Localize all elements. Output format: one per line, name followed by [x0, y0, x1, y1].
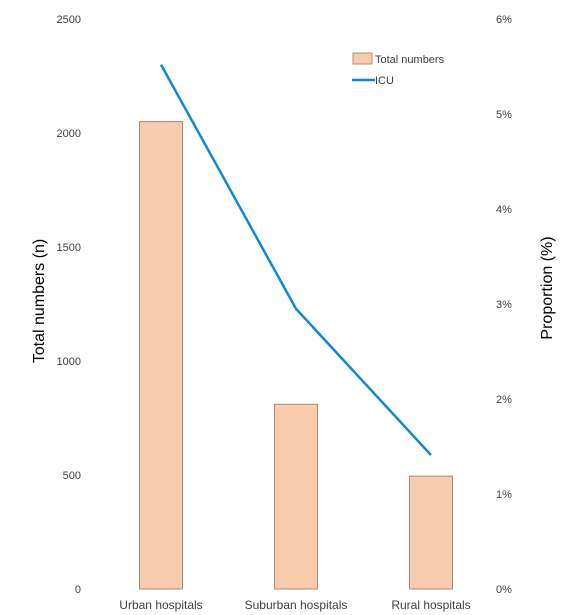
bar: [274, 403, 318, 590]
y2-tick-label: 3%: [496, 299, 512, 311]
right-axis-ticks: 0% 1% 2% 3% 4% 5% 6%: [496, 14, 512, 596]
icu-line: [159, 63, 432, 456]
y-axis-title: Total numbers (n): [31, 239, 48, 364]
legend-label-icu: ICU: [375, 75, 394, 87]
y-tick-label: 2000: [57, 128, 81, 140]
y-tick-label: 500: [63, 470, 81, 482]
category-label: Suburban hospitals: [245, 598, 348, 612]
bar: [139, 121, 183, 590]
category-label: Rural hospitals: [391, 598, 470, 612]
legend-swatch-total-numbers: [352, 52, 373, 65]
y-tick-label: 1000: [57, 356, 81, 368]
y-tick-label: 1500: [57, 242, 81, 254]
legend-label-total-numbers: Total numbers: [375, 54, 445, 66]
y2-tick-label: 4%: [496, 204, 512, 216]
category-label: Urban hospitals: [119, 598, 202, 612]
y2-tick-label: 1%: [496, 489, 512, 501]
y2-tick-label: 6%: [496, 14, 512, 26]
y2-axis-title: Proportion (%): [539, 236, 556, 339]
category-labels: Urban hospitals Suburban hospitals Rural h…: [119, 598, 470, 612]
legend: Total numbers ICU: [352, 52, 445, 87]
y2-tick-label: 0%: [496, 584, 512, 596]
bar: [409, 475, 453, 590]
bars: [139, 121, 453, 590]
y2-tick-label: 5%: [496, 109, 512, 121]
y2-tick-label: 2%: [496, 394, 512, 406]
y-tick-label: 0: [75, 584, 81, 596]
left-axis-ticks: 0 500 1000 1500 2000 2500: [57, 14, 81, 596]
y-tick-label: 2500: [57, 14, 81, 26]
icu-line-layer: [159, 63, 432, 456]
